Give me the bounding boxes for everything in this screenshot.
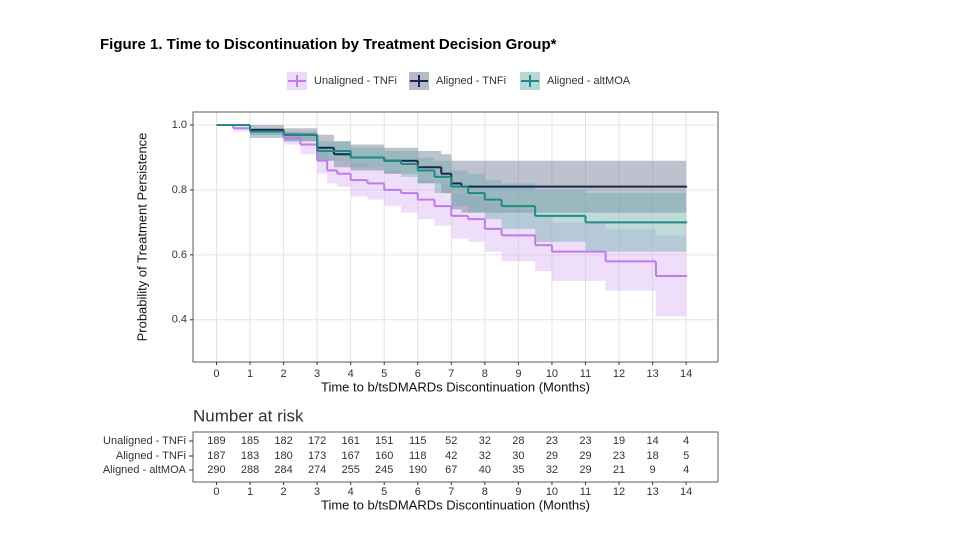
x-axis-title: Time to b/tsDMARDs Discontinuation (Mont…: [321, 379, 590, 394]
table-title: Number at risk: [193, 406, 304, 425]
row-label: Aligned - TNFi: [116, 450, 186, 462]
plot-border: [192, 111, 719, 363]
risk-count: 32: [479, 450, 491, 462]
risk-count: 288: [241, 464, 259, 476]
risk-count: 14: [646, 435, 658, 447]
plot-panel: [193, 112, 718, 362]
risk-count: 23: [613, 450, 625, 462]
x-tick-label: 9: [515, 368, 521, 380]
risk-count: 30: [512, 450, 524, 462]
legend-label: Aligned - altMOA: [547, 75, 631, 87]
figure-title: Figure 1. Time to Discontinuation by Tre…: [100, 36, 557, 53]
y-tick-label: 0.4: [172, 314, 187, 326]
risk-count: 29: [579, 464, 591, 476]
risk-count: 32: [546, 464, 558, 476]
x-tick-label: 8: [482, 486, 488, 498]
risk-count: 185: [241, 435, 259, 447]
risk-count: 160: [375, 450, 393, 462]
risk-count: 29: [546, 450, 558, 462]
x-tick-label: 0: [213, 368, 219, 380]
x-tick-label: 6: [415, 486, 421, 498]
risk-count: 42: [445, 450, 457, 462]
x-tick-label: 5: [381, 368, 387, 380]
row-label: Unaligned - TNFi: [103, 435, 186, 447]
x-tick-label: 14: [680, 486, 692, 498]
table-border: [192, 431, 719, 483]
x-tick-label: 10: [546, 368, 558, 380]
risk-count: 255: [341, 464, 359, 476]
risk-count: 180: [274, 450, 292, 462]
risk-count: 115: [409, 435, 427, 447]
x-tick-label: 6: [415, 368, 421, 380]
risk-count: 161: [341, 435, 359, 447]
confidence-band: [216, 124, 687, 252]
x-tick-label: 7: [448, 486, 454, 498]
risk-count: 18: [646, 450, 658, 462]
x-tick-label: 13: [646, 486, 658, 498]
x-axis-title: Time to b/tsDMARDs Discontinuation (Mont…: [321, 497, 590, 512]
confidence-band: [216, 124, 687, 317]
x-tick-label: 1: [247, 486, 253, 498]
x-tick-label: 7: [448, 368, 454, 380]
x-tick-label: 3: [314, 368, 320, 380]
x-tick-label: 11: [580, 368, 591, 380]
x-tick-label: 3: [314, 486, 320, 498]
risk-count: 4: [683, 435, 689, 447]
risk-count: 32: [479, 435, 491, 447]
risk-count: 183: [241, 450, 259, 462]
risk-count: 29: [579, 450, 591, 462]
risk-count: 19: [613, 435, 625, 447]
risk-count: 40: [479, 464, 491, 476]
x-tick-label: 12: [613, 368, 625, 380]
y-axis-title: Probability of Treatment Persistence: [134, 133, 149, 342]
risk-count: 52: [445, 435, 457, 447]
risk-count: 167: [341, 450, 359, 462]
y-tick-label: 1.0: [172, 119, 187, 131]
risk-count: 23: [579, 435, 591, 447]
x-tick-label: 10: [546, 486, 558, 498]
risk-count: 21: [613, 464, 625, 476]
risk-count: 274: [308, 464, 326, 476]
x-tick-label: 4: [348, 368, 354, 380]
risk-count: 172: [308, 435, 326, 447]
y-tick-label: 0.8: [172, 184, 187, 196]
risk-count: 35: [512, 464, 524, 476]
x-tick-label: 14: [680, 368, 692, 380]
risk-count: 182: [274, 435, 292, 447]
x-tick-label: 8: [482, 368, 488, 380]
risk-count: 23: [546, 435, 558, 447]
y-tick-label: 0.6: [172, 249, 187, 261]
risk-count: 284: [274, 464, 292, 476]
row-label: Aligned - altMOA: [103, 464, 187, 476]
risk-count: 151: [375, 435, 393, 447]
x-tick-label: 2: [281, 368, 287, 380]
x-tick-label: 9: [515, 486, 521, 498]
risk-count: 5: [683, 450, 689, 462]
legend-label: Aligned - TNFi: [436, 75, 506, 87]
risk-count: 190: [409, 464, 427, 476]
x-tick-label: 0: [213, 486, 219, 498]
risk-count: 189: [207, 435, 225, 447]
risk-count: 187: [207, 450, 225, 462]
x-tick-label: 12: [613, 486, 625, 498]
x-tick-label: 13: [646, 368, 658, 380]
x-tick-label: 1: [247, 368, 253, 380]
risk-count: 173: [308, 450, 326, 462]
x-tick-label: 2: [281, 486, 287, 498]
risk-count: 4: [683, 464, 689, 476]
x-tick-label: 4: [348, 486, 354, 498]
x-tick-label: 5: [381, 486, 387, 498]
legend-label: Unaligned - TNFi: [314, 75, 397, 87]
plot-area: [216, 123, 688, 317]
x-tick-label: 11: [580, 486, 591, 498]
risk-count: 118: [409, 450, 427, 462]
risk-count: 28: [512, 435, 524, 447]
risk-count: 290: [207, 464, 225, 476]
risk-count: 245: [375, 464, 393, 476]
risk-count: 67: [445, 464, 457, 476]
risk-count: 9: [650, 464, 656, 476]
